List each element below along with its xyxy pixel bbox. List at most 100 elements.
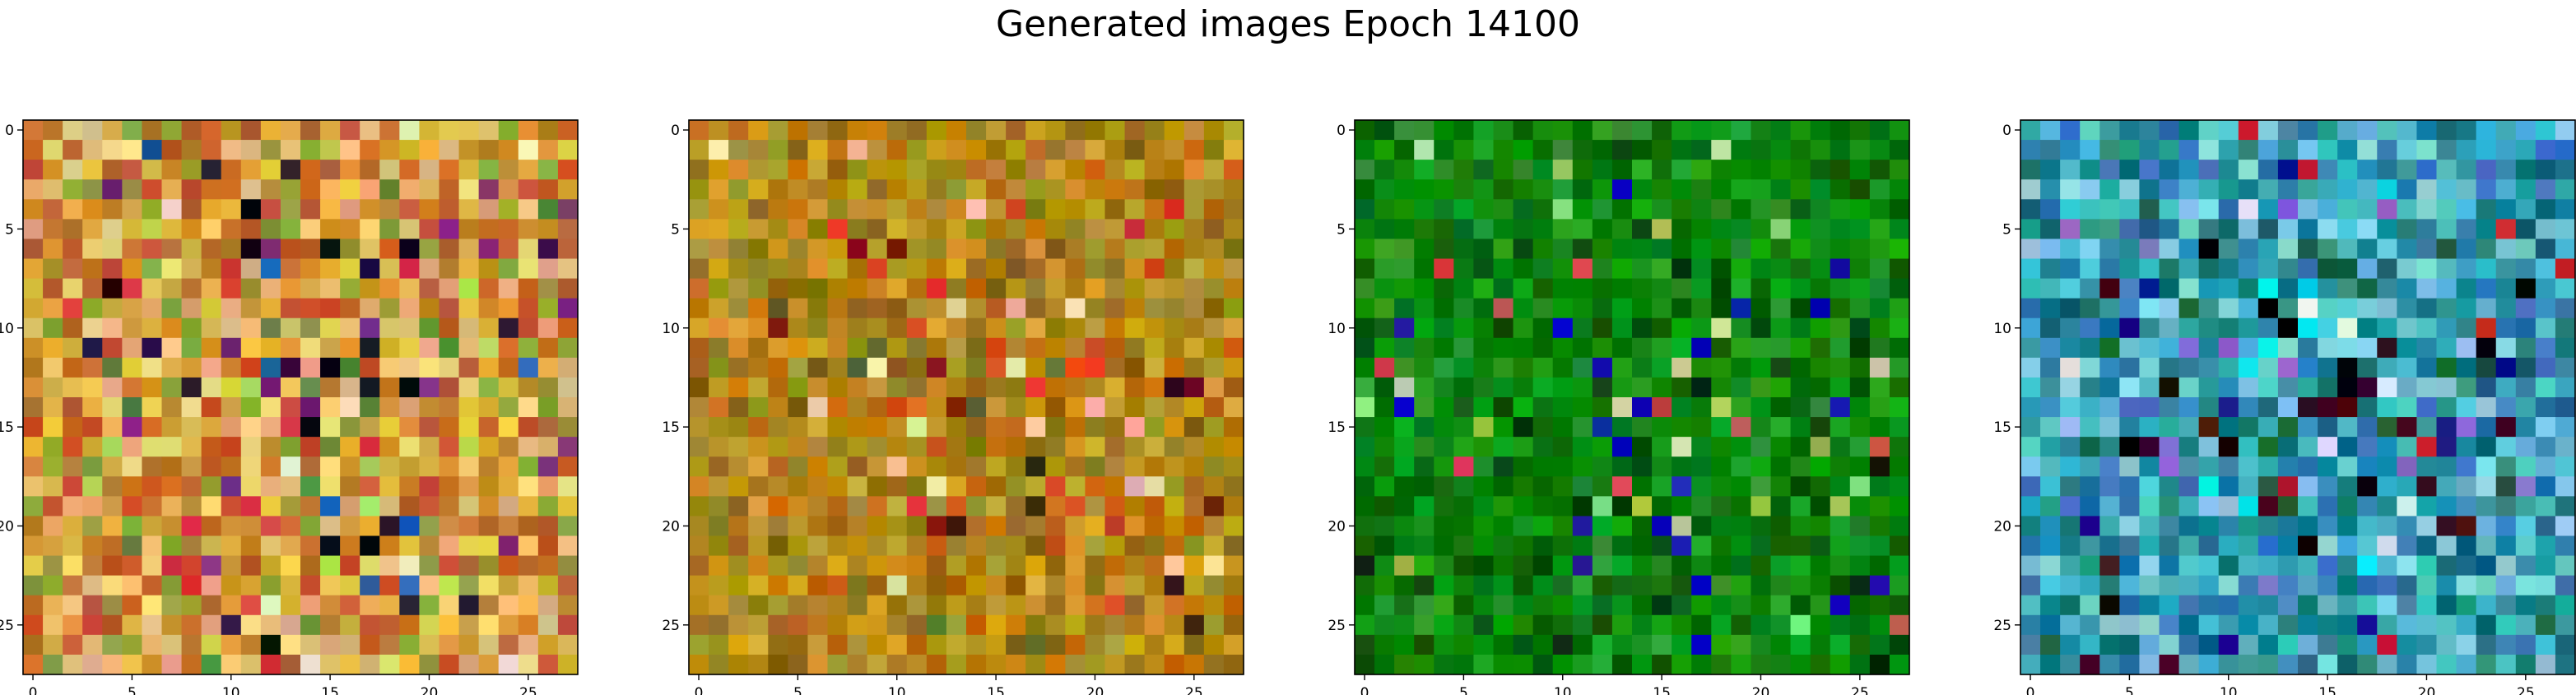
heatmap-cell [1592,456,1613,477]
heatmap-cell [340,634,360,656]
heatmap-cell [1592,317,1613,339]
heatmap-cell [280,199,301,220]
heatmap-cell [886,397,908,418]
heatmap-cell [1611,377,1633,398]
heatmap-cell [1652,179,1672,200]
heatmap-cell [788,437,809,457]
heatmap-cell [2198,377,2220,398]
heatmap-cell [1065,397,1086,418]
heatmap-cell [1849,258,1871,280]
heatmap-cell [2060,179,2081,200]
heatmap-cell [320,317,341,339]
heatmap-cell [320,555,341,577]
heatmap-cell [1374,278,1395,299]
heatmap-cell [2456,634,2477,656]
heatmap-cell [788,555,809,577]
heatmap-cell [320,179,341,200]
heatmap-cell [1810,634,1831,656]
heatmap-cell [2178,298,2200,319]
heatmap-cell [201,357,222,378]
heatmap-cell [986,179,1007,200]
heatmap-cell [221,397,242,418]
heatmap-cell [986,337,1007,359]
heatmap-cell [2495,357,2517,378]
heatmap-cell [847,140,868,160]
heatmap-cell [399,575,421,596]
heatmap-cell [1731,555,1752,577]
heatmap-cell [478,278,500,299]
heatmap-cell [300,337,321,359]
heatmap-cell [1434,456,1454,477]
heatmap-cell [768,535,788,557]
heatmap-cell [1493,258,1514,280]
plot-frame [2020,119,2576,675]
heatmap-cell [1374,219,1395,240]
heatmap-cell [63,456,83,477]
heatmap-cell [2218,437,2239,457]
heatmap-cell [1751,555,1772,577]
heatmap-cell [1473,357,1495,378]
heatmap-cell [1611,357,1633,378]
heatmap-cell [906,357,928,378]
heatmap-cell [1513,317,1534,339]
heatmap-cell [1830,595,1851,616]
heatmap-cell [1849,417,1871,438]
heatmap-cell [498,496,519,517]
heatmap-cell [2337,219,2358,240]
heatmap-cell [1632,417,1653,438]
heatmap-cell [966,160,987,180]
heatmap-cell [1065,456,1086,477]
heatmap-cell [748,476,769,497]
heatmap-cell [1691,140,1712,160]
heatmap-cell [748,258,769,280]
heatmap-cell [2238,120,2259,141]
heatmap-cell [2020,357,2041,378]
heatmap-cell [807,634,829,656]
heatmap-cell [2318,357,2338,378]
heatmap-cell [1124,317,1146,339]
heatmap-cell [966,120,987,141]
heatmap-cell [2159,337,2180,359]
heatmap-cell [201,160,222,180]
heatmap-cell [1473,614,1495,636]
heatmap-cell [360,337,380,359]
heatmap-cell [1394,298,1415,319]
heatmap-cell [102,140,123,160]
heatmap-cell [1513,160,1534,180]
heatmap-cell [82,456,103,477]
heatmap-cell [1830,258,1851,280]
heatmap-cell [2099,357,2120,378]
heatmap-cell [240,357,262,378]
heatmap-cell [986,377,1007,398]
heatmap-cell [966,476,987,497]
heatmap-cell [122,199,143,220]
heatmap-cell [1223,456,1244,477]
heatmap-cell [1203,239,1225,260]
heatmap-cell [1889,199,1910,220]
heatmap-cell [1104,555,1126,577]
heatmap-cell [867,278,888,299]
heatmap-cell [1552,258,1574,280]
heatmap-cell [2238,634,2259,656]
heatmap-cell [1453,516,1475,537]
heatmap-cell [1025,535,1046,557]
heatmap-cell [748,456,769,477]
heatmap-cell [2277,239,2299,260]
heatmap-cell [260,337,281,359]
heatmap-cell [2218,258,2239,280]
heatmap-cell [2337,357,2358,378]
heatmap-cell [1394,120,1415,141]
heatmap-cell [2298,595,2318,616]
heatmap-cell [1849,298,1871,319]
heatmap-cell [537,437,559,457]
heatmap-cell [966,219,987,240]
heatmap-cell [2060,535,2081,557]
heatmap-cell [2139,555,2160,577]
heatmap-cell [360,634,380,656]
heatmap-cell [2397,140,2418,160]
heatmap-cell [399,120,421,141]
heatmap-cell [1164,456,1185,477]
heatmap-cell [1691,496,1712,517]
heatmap-cell [986,516,1007,537]
heatmap-cell [2040,417,2061,438]
